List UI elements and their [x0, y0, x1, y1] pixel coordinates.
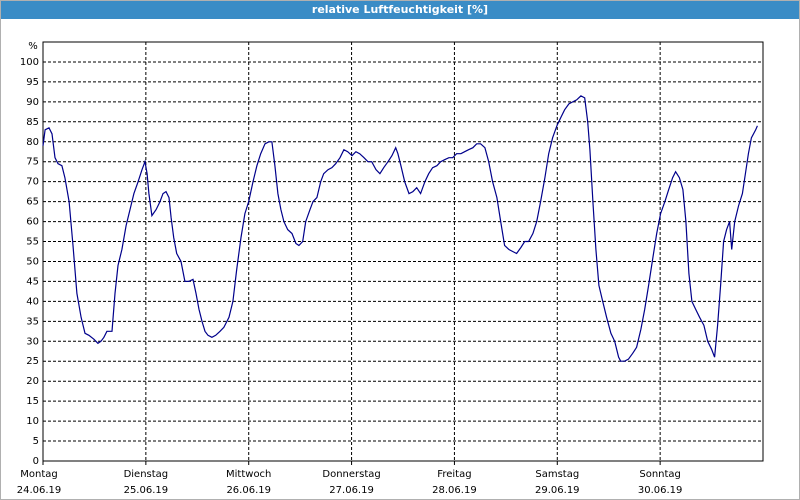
- x-tick-label: Sonntag: [639, 469, 681, 480]
- x-tick-date: 24.06.19: [17, 485, 62, 496]
- plot-area: [43, 42, 763, 461]
- y-tick-label: 85: [26, 117, 39, 128]
- x-tick-date: 26.06.19: [226, 485, 271, 496]
- x-tick-date: 25.06.19: [124, 485, 169, 496]
- x-tick-label: Freitag: [437, 469, 471, 480]
- y-tick-label: 35: [26, 316, 39, 327]
- x-tick-date: 29.06.19: [535, 485, 580, 496]
- humidity-line: [42, 95, 758, 362]
- y-tick-label: 15: [26, 396, 39, 407]
- y-tick-label: 20: [26, 376, 39, 387]
- x-tick-label: Samstag: [535, 469, 579, 480]
- y-tick-label: 5: [33, 436, 39, 447]
- title-bar: relative Luftfeuchtigkeit [%]: [1, 1, 799, 19]
- y-tick-label: 0: [33, 456, 39, 467]
- y-tick-label: 100: [20, 57, 39, 68]
- y-tick-label: 95: [26, 77, 39, 88]
- x-tick-label: Donnerstag: [322, 469, 380, 480]
- y-tick-label: 50: [26, 256, 39, 267]
- y-tick-label: 40: [26, 296, 39, 307]
- y-tick-label: 90: [26, 97, 39, 108]
- x-tick-date: 28.06.19: [432, 485, 477, 496]
- x-tick-label: Montag: [20, 469, 57, 480]
- x-tick-label: Dienstag: [124, 469, 169, 480]
- y-tick-label: 45: [26, 276, 39, 287]
- y-tick-label: 65: [26, 197, 39, 208]
- y-tick-label: 25: [26, 356, 39, 367]
- y-tick-label: 75: [26, 157, 39, 168]
- x-tick-date: 27.06.19: [329, 485, 374, 496]
- plot-frame: [42, 41, 764, 462]
- y-tick-label: 60: [26, 217, 39, 228]
- y-unit: %: [28, 41, 38, 52]
- y-tick-label: 80: [26, 137, 39, 148]
- y-tick-label: 70: [26, 177, 39, 188]
- y-tick-label: 30: [26, 336, 39, 347]
- x-tick-date: 30.06.19: [638, 485, 683, 496]
- y-tick-label: 10: [26, 416, 39, 427]
- chart: % 0 5 10 15 20 25 30 35 40 45 50 55 60 65 70 75 80 85 90 95…: [17, 41, 764, 496]
- y-tick-label: 55: [26, 237, 39, 248]
- x-tick-label: Mittwoch: [226, 469, 271, 480]
